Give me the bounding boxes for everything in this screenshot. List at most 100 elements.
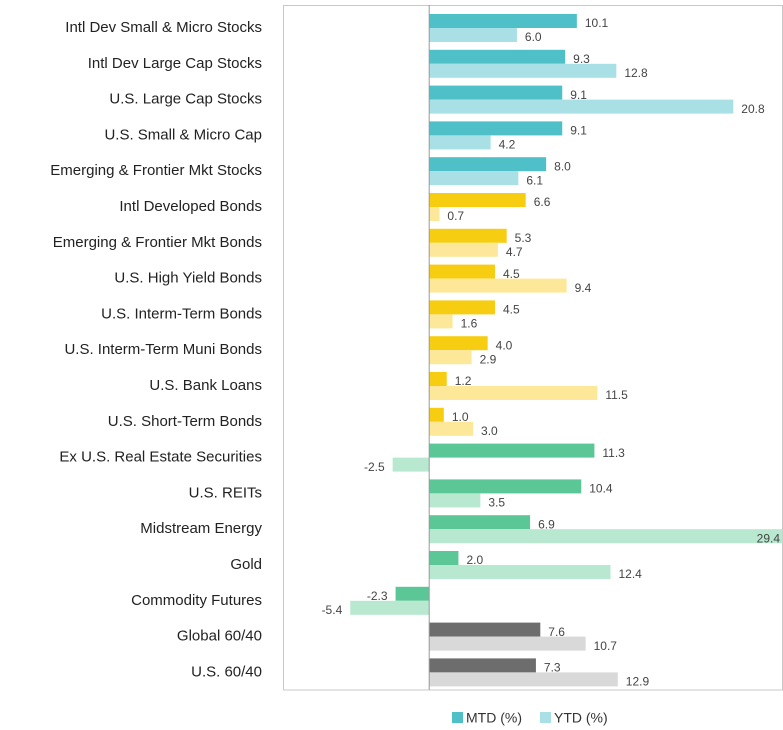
- value-label: 12.8: [624, 66, 648, 80]
- category-label: Global 60/40: [177, 628, 262, 645]
- category-label: Commodity Futures: [131, 592, 262, 609]
- value-label: 9.3: [573, 52, 590, 66]
- bar: [429, 336, 488, 351]
- value-label: 12.9: [626, 675, 650, 689]
- bar: [429, 264, 495, 279]
- value-label: 6.9: [538, 517, 555, 531]
- value-label: 4.5: [503, 303, 520, 317]
- category-label: Intl Developed Bonds: [119, 198, 262, 215]
- bar: [392, 457, 430, 472]
- bar: [429, 121, 563, 136]
- category-label: Intl Dev Large Cap Stocks: [88, 55, 262, 72]
- bar: [429, 672, 618, 687]
- bars: [350, 14, 783, 687]
- bar: [429, 443, 595, 458]
- category-label: U.S. Bank Loans: [149, 377, 262, 394]
- value-label: 9.1: [570, 88, 587, 102]
- value-label: 10.7: [594, 639, 618, 653]
- bar: [429, 421, 474, 436]
- value-label: 6.0: [525, 30, 542, 44]
- legend-label: YTD (%): [554, 710, 608, 726]
- category-label: U.S. Small & Micro Cap: [104, 126, 262, 143]
- value-label: 6.6: [534, 195, 551, 209]
- bar: [429, 157, 547, 172]
- category-label: Intl Dev Small & Micro Stocks: [65, 19, 262, 36]
- bar: [429, 99, 734, 114]
- category-label: U.S. Interm-Term Bonds: [101, 305, 262, 322]
- bar: [429, 135, 491, 150]
- bar: [429, 300, 495, 315]
- value-label: 4.5: [503, 267, 520, 281]
- bar: [429, 242, 498, 257]
- value-label: -2.5: [364, 460, 385, 474]
- category-label: Emerging & Frontier Mkt Bonds: [53, 234, 262, 251]
- bar: [429, 515, 531, 530]
- legend-label: MTD (%): [466, 710, 522, 726]
- bar: [429, 171, 519, 186]
- category-label: U.S. Short-Term Bonds: [108, 413, 262, 430]
- value-label: 1.0: [452, 410, 469, 424]
- value-label: 5.3: [515, 231, 532, 245]
- bar: [429, 207, 440, 221]
- legend-swatch: [540, 712, 551, 723]
- bar: [350, 600, 430, 615]
- bar: [429, 193, 526, 207]
- category-label: U.S. Interm-Term Muni Bonds: [64, 341, 262, 358]
- value-label: 6.1: [526, 173, 543, 187]
- value-label: 7.6: [548, 625, 565, 639]
- value-label: 1.2: [455, 374, 472, 388]
- bar: [395, 586, 430, 601]
- value-label: 12.4: [618, 567, 642, 581]
- category-label: U.S. Large Cap Stocks: [109, 91, 262, 108]
- category-label: U.S. REITs: [189, 484, 262, 501]
- value-label: 2.0: [466, 553, 483, 567]
- legend-swatch: [452, 712, 463, 723]
- bar: [429, 565, 611, 579]
- bar: [429, 658, 536, 673]
- category-label: Gold: [230, 556, 262, 573]
- bar: [429, 228, 507, 243]
- value-label: 9.4: [575, 281, 592, 295]
- bar: [429, 49, 566, 64]
- value-label: 10.4: [589, 482, 613, 496]
- value-label: 11.3: [602, 446, 625, 460]
- bar: [429, 28, 517, 42]
- value-label: 2.9: [480, 352, 497, 366]
- value-label: 3.0: [481, 424, 498, 438]
- bar: [429, 14, 577, 28]
- bar: [429, 551, 459, 565]
- bar: [429, 350, 472, 365]
- bar: [429, 493, 481, 508]
- category-label: Emerging & Frontier Mkt Stocks: [50, 162, 262, 179]
- value-label: 10.1: [585, 16, 609, 30]
- bar: [429, 529, 783, 544]
- value-label: 9.1: [570, 124, 587, 138]
- bar: [429, 407, 444, 422]
- value-label: 0.7: [447, 209, 464, 223]
- value-label: -2.3: [367, 589, 388, 603]
- bar: [429, 278, 567, 293]
- value-label: 29.4: [757, 531, 781, 545]
- value-label: 4.7: [506, 245, 523, 259]
- category-label: Midstream Energy: [140, 520, 262, 537]
- value-label: 7.3: [544, 661, 561, 675]
- bar: [429, 372, 447, 386]
- bar: [429, 314, 453, 329]
- value-label: 1.6: [461, 317, 478, 331]
- category-label: U.S. 60/40: [191, 663, 262, 680]
- bar: [429, 479, 582, 494]
- bar: [429, 85, 563, 100]
- bar: [429, 63, 617, 78]
- value-label: 11.5: [605, 388, 628, 402]
- value-label: 8.0: [554, 159, 571, 173]
- value-label: -5.4: [322, 603, 343, 617]
- category-label: U.S. High Yield Bonds: [114, 270, 262, 287]
- value-label: 20.8: [741, 102, 765, 116]
- bar: [429, 636, 586, 651]
- value-label: 3.5: [488, 496, 505, 510]
- bar: [429, 622, 541, 637]
- value-label: 4.0: [496, 338, 513, 352]
- bar: [429, 386, 598, 400]
- category-label: Ex U.S. Real Estate Securities: [59, 449, 262, 466]
- value-label: 4.2: [499, 138, 516, 152]
